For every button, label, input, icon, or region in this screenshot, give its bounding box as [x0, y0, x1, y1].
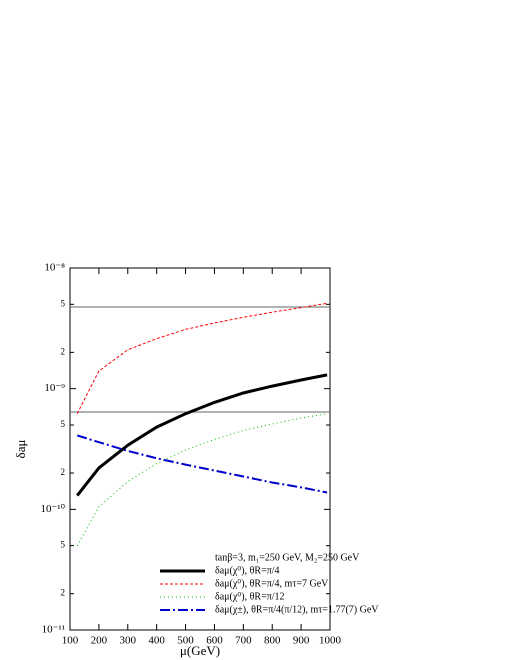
- x-tick-label: 100: [62, 635, 79, 647]
- x-tick-label: 600: [206, 635, 223, 647]
- x-tick-label: 1000: [319, 635, 342, 647]
- y-tick-label: 5: [61, 419, 66, 429]
- legend-label: δaμ(χ±), θR=π/4(π/12), mτ=1.77(7) GeV: [215, 604, 379, 615]
- y-axis-label: δaμ: [13, 440, 28, 459]
- plot-frame: [69, 267, 331, 631]
- series-line: [76, 302, 328, 414]
- y-tick-label: 2: [61, 467, 66, 477]
- legend-label: δaμ(χ⁰), θR=π/4: [215, 565, 280, 576]
- y-tick-label: 5: [61, 540, 66, 550]
- x-tick-label: 500: [177, 635, 194, 647]
- x-tick-label: 800: [264, 635, 281, 647]
- x-tick-label: 900: [293, 635, 310, 647]
- legend-title: tanβ=3, m₁=250 GeV, M₂=250 GeV: [215, 552, 360, 563]
- y-tick-label: 2: [61, 346, 66, 356]
- series-line: [76, 434, 328, 494]
- x-axis-label: μ(GeV): [180, 643, 220, 658]
- legend-label: δaμ(χ⁰), θR=π/4, mτ=7 GeV: [215, 578, 329, 589]
- y-tick-label: 10⁻⁸: [44, 262, 65, 274]
- x-tick-label: 400: [148, 635, 165, 647]
- x-tick-label: 700: [235, 635, 252, 647]
- x-tick-label: 200: [91, 635, 108, 647]
- y-tick-label: 2: [61, 588, 66, 598]
- legend-label: δaμ(χ⁰), θR=π/12: [215, 591, 285, 602]
- series-line: [76, 373, 328, 497]
- y-tick-label: 10⁻⁹: [44, 382, 65, 394]
- y-tick-label: 10⁻¹⁰: [40, 503, 65, 515]
- y-tick-label: 10⁻¹¹: [42, 624, 65, 636]
- x-tick-label: 300: [120, 635, 137, 647]
- series-line: [76, 413, 328, 546]
- y-tick-label: 5: [61, 298, 66, 308]
